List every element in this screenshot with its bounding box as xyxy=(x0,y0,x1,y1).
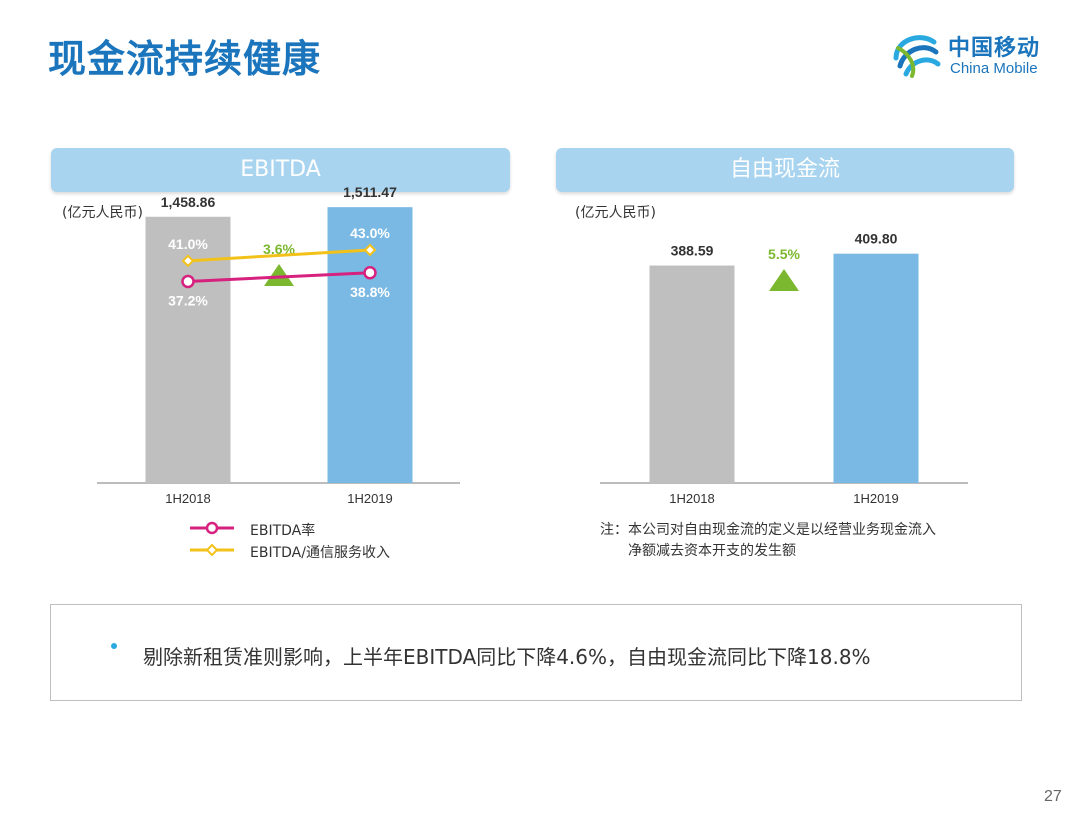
fcf-unit-label: (亿元人民币) xyxy=(575,205,656,221)
bar-1H2018 xyxy=(649,265,735,483)
legend-label-ebitda-margin: EBITDA率 xyxy=(250,523,316,539)
series-point-diamond xyxy=(181,254,195,268)
china-mobile-logo-icon xyxy=(893,35,941,78)
series-point-circle xyxy=(181,274,195,289)
summary-text: 剔除新租赁准则影响，上半年EBITDA同比下降4.6%，自由现金流同比下降18.… xyxy=(143,645,871,669)
series-data-label: 37.2% xyxy=(168,292,208,308)
growth-label: 3.6% xyxy=(263,241,295,257)
fcf-chart: 388.59 1H2018 409.80 1H2019 5.5% xyxy=(600,231,968,506)
bar-value-label: 409.80 xyxy=(855,231,898,247)
legend-diamond-marker-icon xyxy=(190,543,234,557)
bullet-icon xyxy=(111,643,117,649)
series-data-label: 43.0% xyxy=(350,225,390,241)
fcf-panel-header: 自由现金流 xyxy=(556,148,1014,192)
note-line-2: 净额减去资本开支的发生额 xyxy=(628,543,796,559)
x-tick-label: 1H2018 xyxy=(165,491,211,506)
summary-box: 剔除新租赁准则影响，上半年EBITDA同比下降4.6%，自由现金流同比下降18.… xyxy=(50,604,1022,701)
bar-value-label: 1,511.47 xyxy=(343,184,397,200)
series-line-ebitda-margin xyxy=(187,271,371,283)
growth-up-arrow-icon xyxy=(264,264,294,286)
ebitda-chart: 1,458.86 1H2018 1,511.47 1H2019 3.6% 37.2% 38.… xyxy=(97,184,460,506)
series-data-label: 41.0% xyxy=(168,236,208,252)
ebitda-unit-label: (亿元人民币) xyxy=(62,205,143,221)
china-mobile-logo: 中国移动 China Mobile xyxy=(890,28,1060,84)
logo-text-cn: 中国移动 xyxy=(948,36,1041,61)
series-line-ebitda-service xyxy=(187,248,371,263)
page-number: 27 xyxy=(1044,788,1062,805)
ebitda-panel-header: EBITDA xyxy=(51,148,510,192)
bar-1H2019 xyxy=(833,253,919,483)
bar-value-label: 1,458.86 xyxy=(161,194,216,210)
growth-up-arrow-icon xyxy=(769,269,799,291)
series-point-circle xyxy=(363,266,377,280)
x-tick-label: 1H2019 xyxy=(347,491,393,506)
x-tick-label: 1H2019 xyxy=(853,491,899,506)
growth-label: 5.5% xyxy=(768,246,800,262)
page-title: 现金流持续健康 xyxy=(48,37,322,81)
series-data-label: 38.8% xyxy=(350,284,390,300)
logo-text-en: China Mobile xyxy=(950,60,1038,77)
note-line-1: 注：本公司对自由现金流的定义是以经营业务现金流入 xyxy=(600,522,936,538)
legend-label-ebitda-service: EBITDA/通信服务收入 xyxy=(250,545,390,561)
series-point-diamond xyxy=(363,243,377,257)
bar-value-label: 388.59 xyxy=(671,243,714,259)
legend-circle-marker-icon xyxy=(190,521,234,535)
fcf-definition-note: 注：本公司对自由现金流的定义是以经营业务现金流入 净额减去资本开支的发生额 xyxy=(600,520,1020,562)
x-tick-label: 1H2018 xyxy=(669,491,715,506)
